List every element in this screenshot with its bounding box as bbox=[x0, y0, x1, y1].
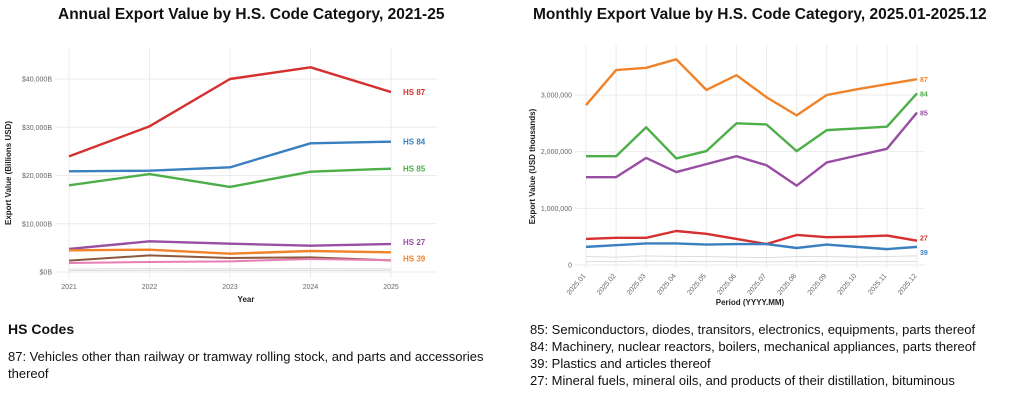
series-line-hs27 bbox=[68, 240, 392, 251]
note-27: 27: Mineral fuels, mineral oils, and pro… bbox=[530, 373, 955, 388]
x-tick-label: 2025.02 bbox=[596, 273, 618, 297]
series-line-27 bbox=[585, 229, 918, 246]
note-39: 39: Plastics and articles thereof bbox=[530, 356, 711, 371]
series-line-hs84 bbox=[68, 140, 392, 173]
note-85: 85: Semiconductors, diodes, transitors, … bbox=[530, 322, 976, 337]
x-tick-label: 2025.06 bbox=[716, 273, 738, 297]
y-tick-label: 0 bbox=[568, 263, 572, 270]
series-label: HS 84 bbox=[403, 138, 426, 147]
y-tick-label: 2,000,000 bbox=[541, 149, 572, 156]
note-87-cont: thereof bbox=[8, 366, 49, 381]
series-label: HS 39 bbox=[403, 254, 426, 263]
series-line-hs39 bbox=[68, 248, 392, 255]
x-tick-label: 2021 bbox=[61, 284, 77, 291]
note-87: 87: Vehicles other than railway or tramw… bbox=[8, 349, 484, 364]
x-tick-label: 2025.04 bbox=[656, 273, 678, 297]
series-line bbox=[68, 258, 392, 264]
series-line-84 bbox=[586, 92, 918, 160]
x-tick-label: 2025.09 bbox=[807, 273, 829, 297]
hs-codes-notes-right: 85: Semiconductors, diodes, transitors, … bbox=[530, 321, 976, 389]
y-tick-label: 3,000,000 bbox=[541, 93, 572, 100]
x-tick-label: 2025 bbox=[383, 284, 399, 291]
x-tick-label: 2025.11 bbox=[867, 273, 888, 297]
x-tick-label: 2025.01 bbox=[566, 273, 588, 297]
x-tick-label: 2025.03 bbox=[626, 273, 648, 297]
series-line-hs87 bbox=[68, 66, 392, 158]
y-tick-label: $40,000B bbox=[22, 77, 52, 84]
series-line bbox=[585, 255, 918, 259]
x-tick-label: 2025.07 bbox=[746, 273, 768, 297]
series-line bbox=[586, 260, 918, 263]
right-chart-title: Monthly Export Value by H.S. Code Catego… bbox=[533, 6, 987, 23]
x-axis-label: Period (YYYY.MM) bbox=[716, 298, 785, 307]
series-label: 87 bbox=[920, 77, 928, 84]
charts-canvas: $0B $10,000B $20,000B $30,000B $40,000B 2021 2… bbox=[4, 45, 928, 307]
y-tick-label: $20,000B bbox=[22, 173, 52, 180]
hs-codes-notes-left: HS Codes 87: Vehicles other than railway… bbox=[8, 321, 483, 382]
y-axis-label: Export Value (Billions USD) bbox=[4, 121, 13, 225]
series-label: 27 bbox=[920, 236, 928, 243]
series-line-87 bbox=[585, 58, 918, 117]
series-label: HS 87 bbox=[403, 88, 426, 97]
y-tick-label: $30,000B bbox=[22, 125, 52, 132]
x-tick-label: 2025.12 bbox=[897, 273, 919, 297]
series-label: HS 85 bbox=[403, 165, 426, 174]
series-line-85 bbox=[586, 111, 918, 187]
x-tick-label: 2022 bbox=[142, 284, 158, 291]
left-chart-title: Annual Export Value by H.S. Code Categor… bbox=[58, 6, 445, 23]
y-axis-label: Export Value (USD thousands) bbox=[528, 108, 537, 224]
x-tick-label: 2025.08 bbox=[777, 273, 799, 297]
x-axis-label: Year bbox=[238, 295, 255, 304]
notes-heading: HS Codes bbox=[8, 321, 75, 337]
y-tick-label: $0B bbox=[40, 270, 53, 277]
series-label: 85 bbox=[920, 111, 928, 118]
series-label: 84 bbox=[920, 91, 928, 98]
x-tick-label: 2025.05 bbox=[686, 273, 708, 297]
series-label: 39 bbox=[920, 250, 928, 257]
series-line-hs85 bbox=[68, 167, 392, 189]
x-tick-label: 2024 bbox=[303, 284, 319, 291]
series-label: HS 27 bbox=[403, 238, 426, 247]
y-tick-label: 1,000,000 bbox=[541, 206, 572, 213]
x-tick-label: 2025.10 bbox=[837, 273, 859, 297]
series-line bbox=[68, 254, 392, 262]
y-tick-label: $10,000B bbox=[22, 221, 52, 228]
note-84: 84: Machinery, nuclear reactors, boilers… bbox=[530, 339, 976, 354]
series-line-39 bbox=[585, 242, 918, 251]
x-tick-label: 2023 bbox=[222, 284, 238, 291]
